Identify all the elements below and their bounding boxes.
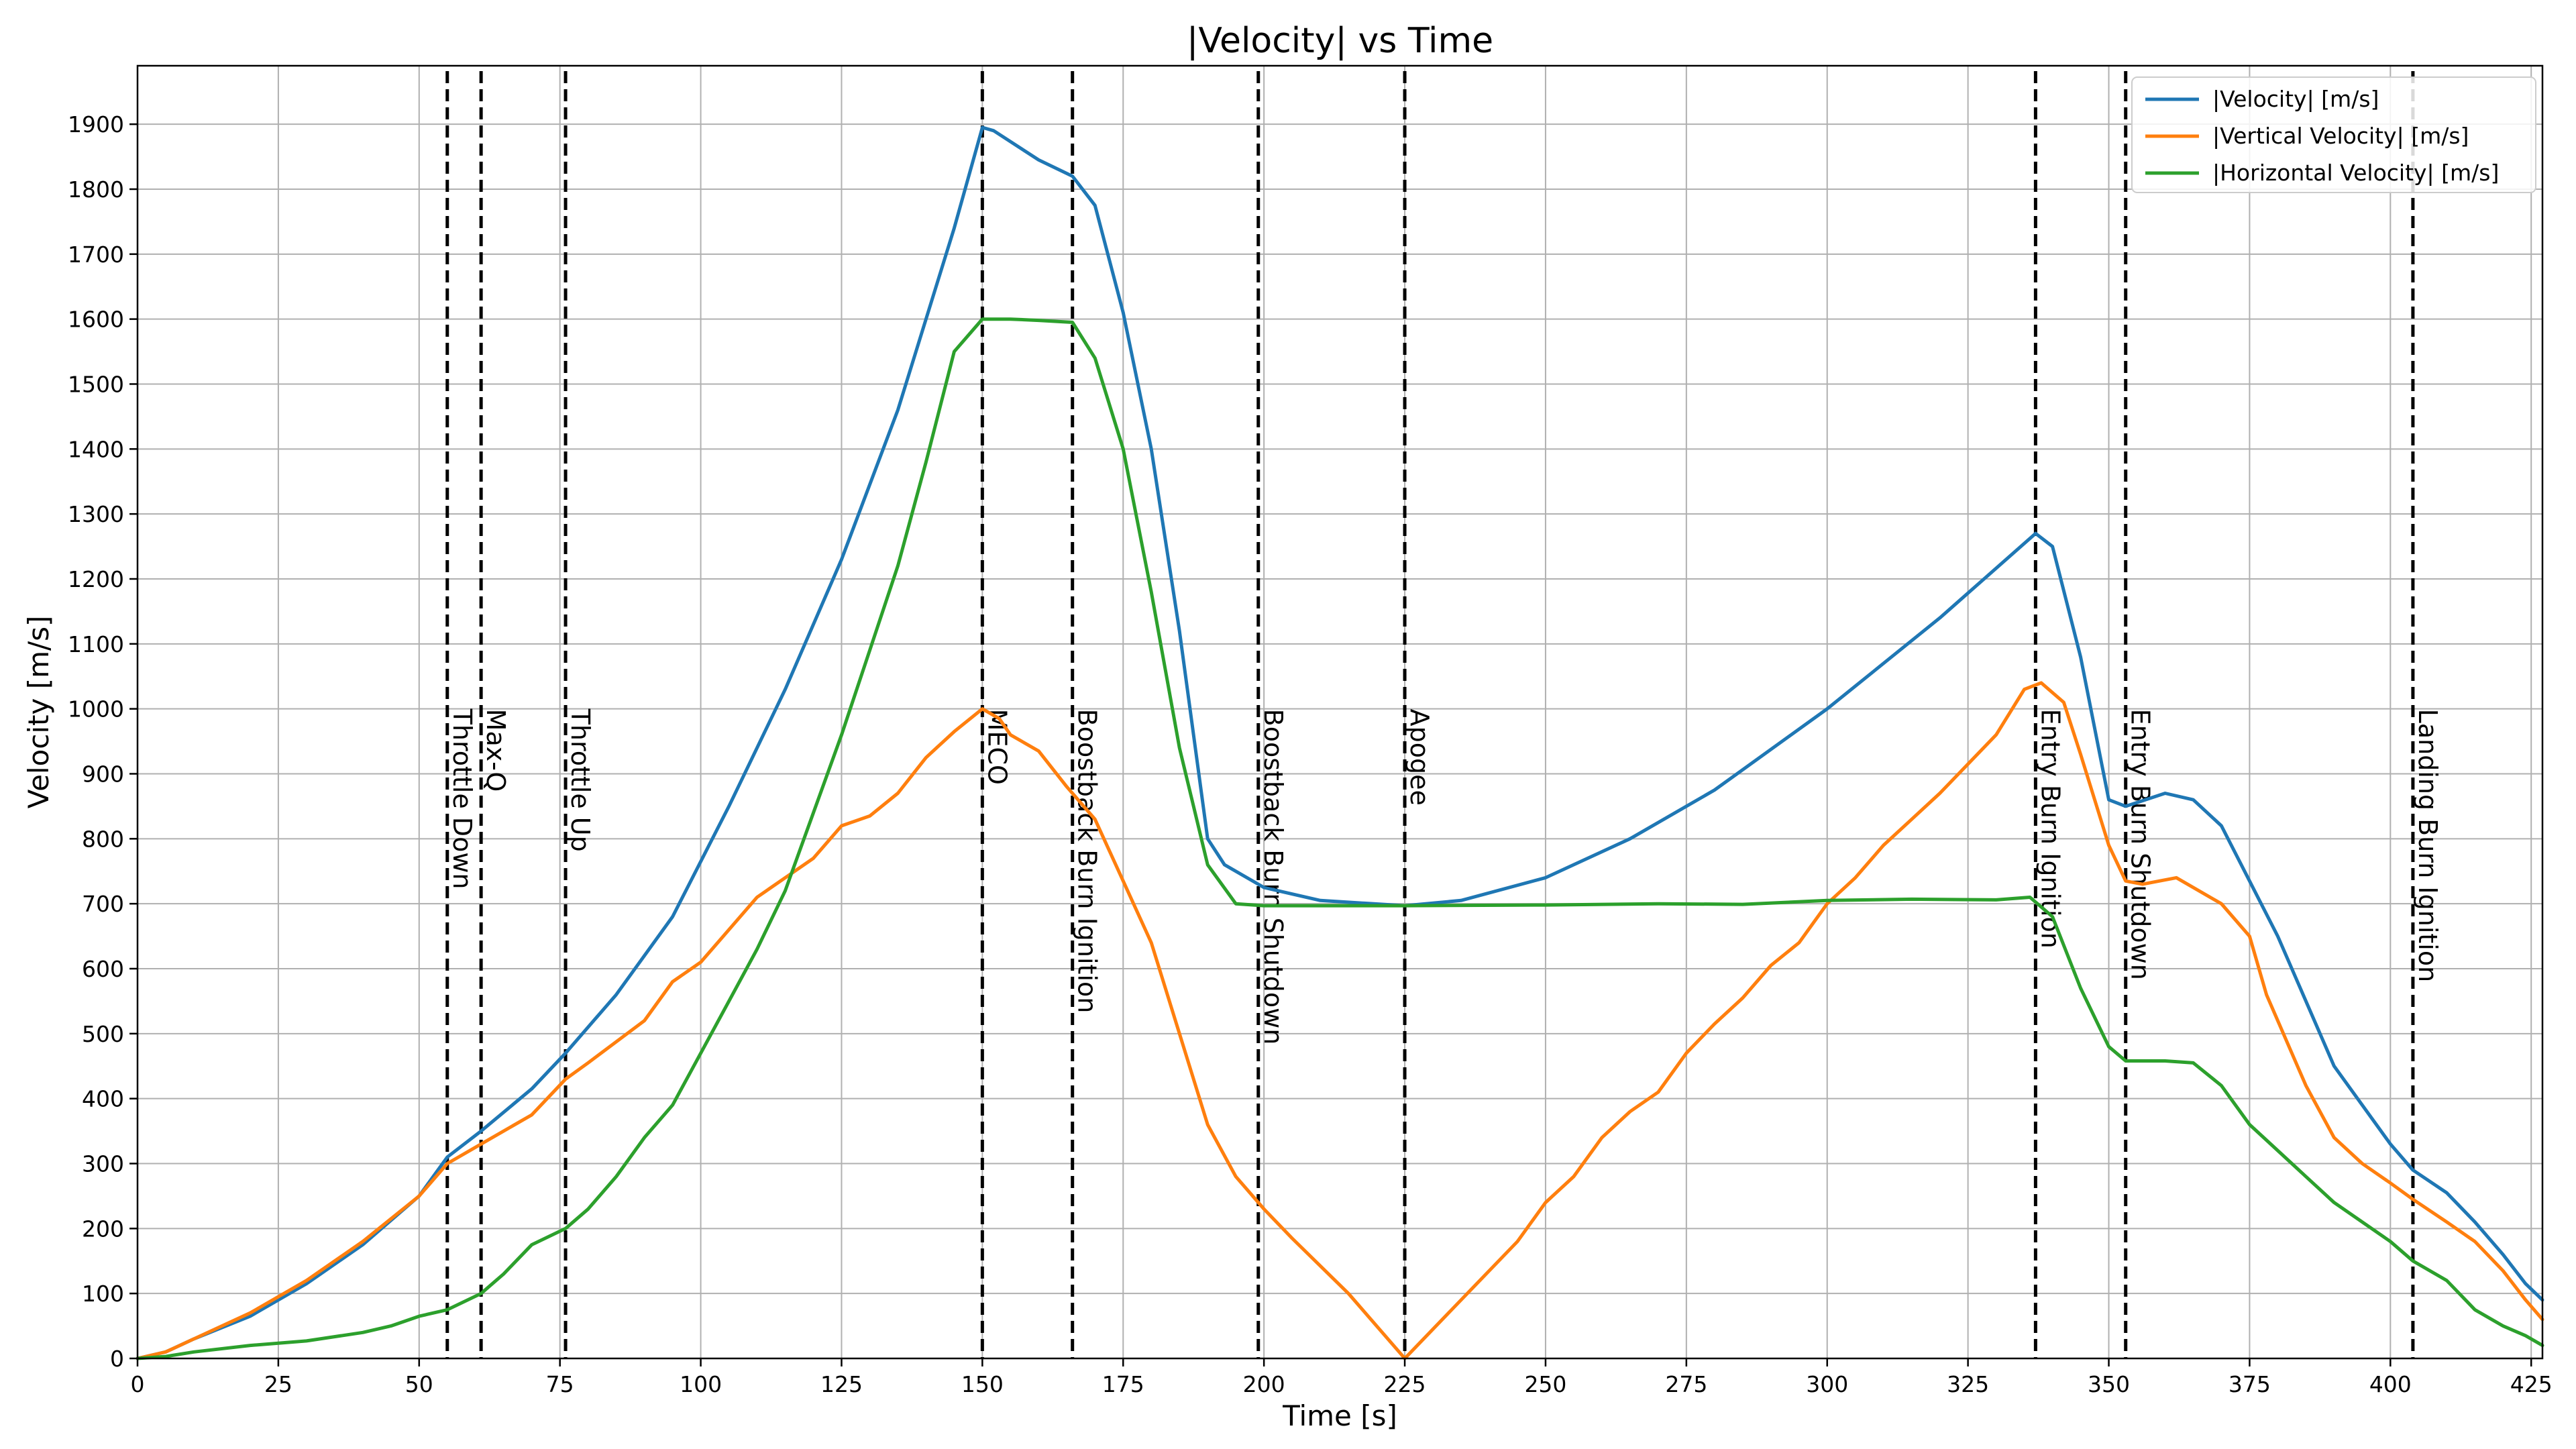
x-tick-label: 150 [961,1371,1004,1397]
event-label: Boostback Burn Ignition [1073,709,1102,1014]
event-label: Entry Burn Shutdown [2126,709,2155,980]
series-line [136,317,2544,1360]
y-tick-label: 1900 [68,111,124,138]
x-tick-label: 25 [264,1371,292,1397]
y-tick-label: 600 [82,956,124,982]
y-tick-label: 1500 [68,371,124,397]
series-line [136,125,2544,1360]
x-tick-label: 375 [2229,1371,2271,1397]
event-label: Entry Burn Ignition [2035,709,2065,949]
x-tick-label: 250 [1524,1371,1566,1397]
y-tick-label: 1800 [68,176,124,203]
x-tick-label: 175 [1102,1371,1144,1397]
x-axis-label: Time [s] [1282,1399,1397,1432]
series-lines [136,125,2544,1360]
x-tick-label: 350 [2088,1371,2130,1397]
event-label: MECO [982,709,1012,785]
x-tick-label: 75 [546,1371,574,1397]
y-tick-label: 100 [82,1281,124,1307]
event-label: Throttle Up [566,708,595,852]
x-tick-label: 225 [1384,1371,1426,1397]
x-tick-label: 325 [1947,1371,1989,1397]
event-label: Max-Q [481,709,511,792]
x-tick-label: 125 [820,1371,863,1397]
x-tick-label: 275 [1665,1371,1707,1397]
y-tick-label: 300 [82,1150,124,1177]
y-tick-label: 1000 [68,696,124,722]
y-tick-label: 1100 [68,631,124,657]
legend-entry: |Velocity| [m/s] [2212,86,2379,112]
legend-entry: |Horizontal Velocity| [m/s] [2212,160,2499,186]
axis-ticks: 0 25 50 75 100 125 150 175 200 225 250 275 300 325 350… [68,111,2553,1397]
y-tick-label: 500 [82,1021,124,1047]
x-tick-label: 0 [131,1371,145,1397]
chart-title: |Velocity| vs Time [1187,21,1493,61]
y-tick-label: 1700 [68,241,124,268]
y-tick-label: 0 [110,1346,124,1372]
y-tick-label: 800 [82,826,124,852]
y-tick-label: 1300 [68,501,124,527]
legend: |Velocity| [m/s] |Vertical Velocity| [m/s… [2131,76,2536,193]
event-label: Landing Burn Ignition [2413,709,2443,983]
plot-area-frame [136,64,2544,1360]
y-tick-label: 200 [82,1216,124,1242]
series-line [136,681,2544,1360]
x-tick-label: 200 [1243,1371,1285,1397]
y-tick-label: 900 [82,761,124,787]
y-tick-label: 1200 [68,566,124,592]
y-tick-label: 700 [82,891,124,917]
y-tick-label: 1400 [68,436,124,462]
event-markers: Throttle Down Max-Q Throttle Up MECO Boostba… [445,71,2443,1358]
event-label: Apogee [1405,709,1434,806]
legend-box [2131,76,2536,193]
event-label: Boostback Burn Shutdown [1258,709,1288,1045]
x-tick-label: 100 [680,1371,722,1397]
x-tick-label: 400 [2369,1371,2412,1397]
y-tick-label: 1600 [68,307,124,333]
x-tick-label: 300 [1806,1371,1848,1397]
legend-entry: |Vertical Velocity| [m/s] [2212,123,2469,149]
y-tick-label: 400 [82,1086,124,1112]
y-axis-label: Velocity [m/s] [22,616,55,809]
x-tick-label: 425 [2510,1371,2553,1397]
x-tick-label: 50 [405,1371,433,1397]
event-label: Throttle Down [447,708,477,890]
